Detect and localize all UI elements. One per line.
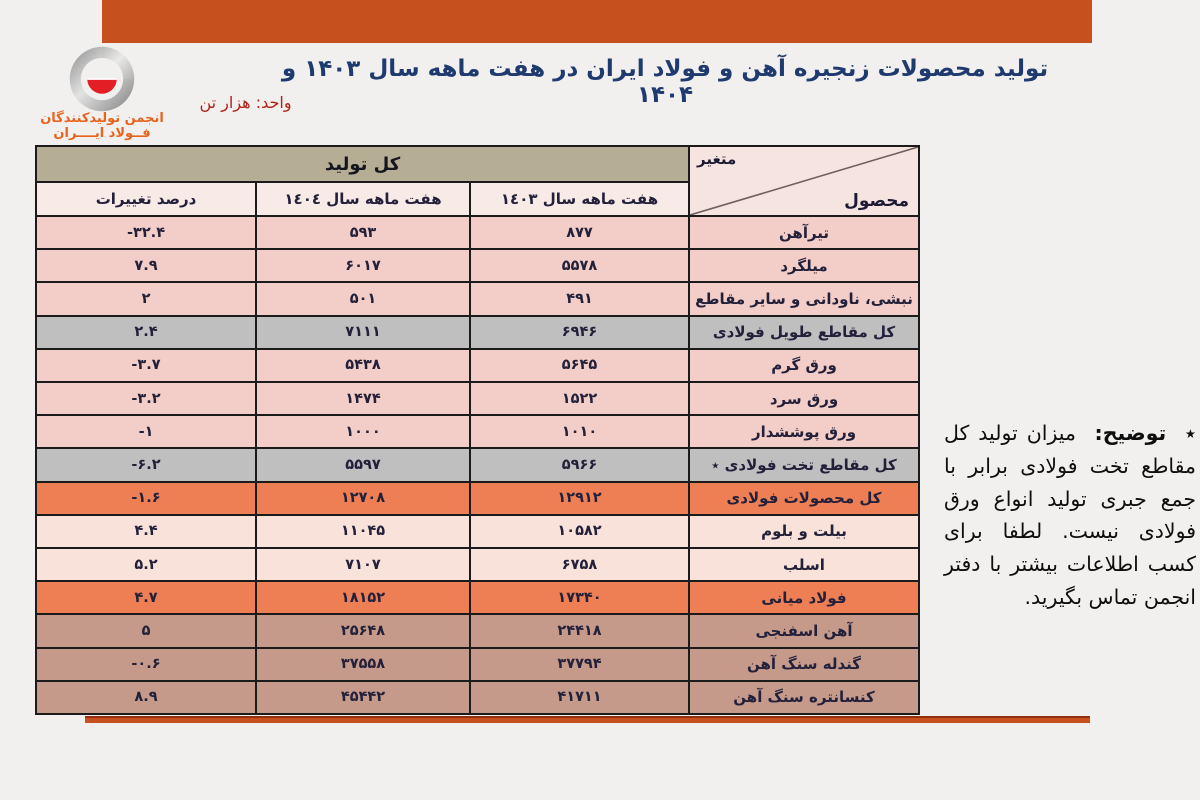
cell-change-row11: ۵.۲ xyxy=(37,549,257,581)
footnote-text: میزان تولید کل مقاطع تخت فولادی برابر با… xyxy=(944,421,1196,609)
cell-change-row5: -۳.۷ xyxy=(37,349,257,382)
cell-y1404-row15: ۴۵۴۴۲ xyxy=(257,681,471,714)
cell-y1403-row5: ۵۶۴۵ xyxy=(471,349,690,382)
table-row: ورق سرد ۱۵۲۲ ۱۴۷۴ -۳.۲ xyxy=(37,381,918,415)
steel-swirl-icon xyxy=(69,46,135,112)
cell-y1403-row4: ۶۹۴۶ xyxy=(471,316,690,348)
page-title: تولید محصولات زنجیره آهن و فولاد ایران د… xyxy=(281,56,1049,108)
cell-y1404-row8: ۵۵۹۷ xyxy=(257,449,471,481)
cell-y1403-row7: ۱۰۱۰ xyxy=(471,416,690,448)
cell-change-row15: ۸.۹ xyxy=(37,681,257,714)
table-body: تیرآهن ۸۷۷ ۵۹۳ -۳۲.۴ میلگرد ۵۵۷۸ ۶۰۱۷ ۷.۹ نبشی، … xyxy=(37,215,918,714)
cell-y1404-row1: ۵۹۳ xyxy=(257,217,471,249)
cell-product-row13: آهن اسفنجی xyxy=(690,615,918,647)
diagonal-divider xyxy=(690,147,918,215)
footnote: ٭ توضیح: میزان تولید کل مقاطع تخت فولادی… xyxy=(944,417,1196,614)
table-row: بیلت و بلوم ۱۰۵۸۲ ۱۱۰۴۵ ۴.۴ xyxy=(37,513,918,548)
cell-change-row6: -۳.۲ xyxy=(37,383,257,415)
corner-label-variable: متغیر xyxy=(697,150,737,168)
cell-change-row3: ۲ xyxy=(37,283,257,315)
unit-label: واحد: هزار تن xyxy=(199,93,292,112)
cell-y1403-row15: ۴۱۷۱۱ xyxy=(471,681,690,714)
table-row: ورق پوششدار ۱۰۱۰ ۱۰۰۰ -۱ xyxy=(37,414,918,448)
table-row: نبشی، ناودانی و سایر مقاطع ۴۹۱ ۵۰۱ ۲ xyxy=(37,281,918,315)
footnote-label: توضیح: xyxy=(1094,421,1167,445)
cell-y1403-row10: ۱۰۵۸۲ xyxy=(471,515,690,548)
cell-y1404-row10: ۱۱۰۴۵ xyxy=(257,515,471,548)
logo-text-line2: فــولاد ایــــران xyxy=(53,125,151,141)
cell-product-row1: تیرآهن xyxy=(690,217,918,249)
table-row: کل محصولات فولادی ۱۲۹۱۲ ۱۲۷۰۸ -۱.۶ xyxy=(37,480,918,514)
table-row: فولاد میانی ۱۷۳۴۰ ۱۸۱۵۲ ۴.۷ xyxy=(37,580,918,614)
top-accent-bar xyxy=(102,0,1092,43)
cell-y1404-row14: ۳۷۵۵۸ xyxy=(257,648,471,680)
cell-product-row8: کل مقاطع تخت فولادی ٭ xyxy=(690,449,918,481)
cell-y1403-row12: ۱۷۳۴۰ xyxy=(471,582,690,614)
cell-y1403-row2: ۵۵۷۸ xyxy=(471,250,690,282)
cell-product-row15: کنسانتره سنگ آهن xyxy=(690,681,918,714)
cell-y1404-row6: ۱۴۷۴ xyxy=(257,383,471,415)
cell-product-row3: نبشی، ناودانی و سایر مقاطع xyxy=(690,283,918,315)
cell-change-row10: ۴.۴ xyxy=(37,515,257,548)
table-row: تیرآهن ۸۷۷ ۵۹۳ -۳۲.۴ xyxy=(37,215,918,249)
cell-change-row1: -۳۲.۴ xyxy=(37,217,257,249)
cell-change-row8: -۶.۲ xyxy=(37,449,257,481)
table-row: کل مقاطع طویل فولادی ۶۹۴۶ ۷۱۱۱ ۲.۴ xyxy=(37,314,918,348)
table-row: کل مقاطع تخت فولادی ٭ ۵۹۶۶ ۵۵۹۷ -۶.۲ xyxy=(37,447,918,481)
steel-association-logo: انجمن تولیدکنندگان فــولاد ایــــران xyxy=(34,44,170,142)
cell-change-row9: -۱.۶ xyxy=(37,482,257,514)
cell-y1403-row3: ۴۹۱ xyxy=(471,283,690,315)
cell-y1404-row12: ۱۸۱۵۲ xyxy=(257,582,471,614)
table-row: گندله سنگ آهن ۳۷۷۹۴ ۳۷۵۵۸ -۰.۶ xyxy=(37,646,918,680)
cell-y1404-row9: ۱۲۷۰۸ xyxy=(257,482,471,514)
table-row: کنسانتره سنگ آهن ۴۱۷۱۱ ۴۵۴۴۲ ۸.۹ xyxy=(37,679,918,714)
cell-product-row11: اسلب xyxy=(690,549,918,581)
table-header: متغیر محصول کل تولید هفت ماهه سال ١٤٠٣ ه… xyxy=(37,147,918,215)
cell-change-row14: -۰.۶ xyxy=(37,648,257,680)
cell-y1404-row11: ۷۱۰۷ xyxy=(257,549,471,581)
table-row: آهن اسفنجی ۲۴۴۱۸ ۲۵۶۴۸ ۵ xyxy=(37,613,918,647)
cell-change-row12: ۴.۷ xyxy=(37,582,257,614)
cell-y1404-row2: ۶۰۱۷ xyxy=(257,250,471,282)
production-table: متغیر محصول کل تولید هفت ماهه سال ١٤٠٣ ه… xyxy=(35,145,920,715)
corner-header-cell: متغیر محصول xyxy=(690,147,918,215)
cell-product-row9: کل محصولات فولادی xyxy=(690,482,918,514)
cell-product-row4: کل مقاطع طویل فولادی xyxy=(690,316,918,348)
cell-y1403-row1: ۸۷۷ xyxy=(471,217,690,249)
cell-change-row2: ۷.۹ xyxy=(37,250,257,282)
table-row: اسلب ۶۷۵۸ ۷۱۰۷ ۵.۲ xyxy=(37,547,918,581)
table-row: ورق گرم ۵۶۴۵ ۵۴۳۸ -۳.۷ xyxy=(37,347,918,382)
cell-product-row5: ورق گرم xyxy=(690,349,918,382)
cell-y1403-row14: ۳۷۷۹۴ xyxy=(471,648,690,680)
cell-change-row7: -۱ xyxy=(37,416,257,448)
cell-change-row13: ۵ xyxy=(37,615,257,647)
column-header-1404: هفت ماهه سال ١٤٠٤ xyxy=(257,181,471,215)
cell-product-row2: میلگرد xyxy=(690,250,918,282)
cell-product-row7: ورق پوششدار xyxy=(690,416,918,448)
column-header-1403: هفت ماهه سال ١٤٠٣ xyxy=(471,181,690,215)
total-production-header: کل تولید xyxy=(37,147,690,181)
footnote-marker: ٭ xyxy=(1184,421,1196,445)
cell-change-row4: ۲.۴ xyxy=(37,316,257,348)
cell-y1403-row11: ۶۷۵۸ xyxy=(471,549,690,581)
cell-y1404-row13: ۲۵۶۴۸ xyxy=(257,615,471,647)
cell-product-row12: فولاد میانی xyxy=(690,582,918,614)
corner-label-product: محصول xyxy=(844,191,909,211)
cell-product-row6: ورق سرد xyxy=(690,383,918,415)
cell-y1403-row13: ۲۴۴۱۸ xyxy=(471,615,690,647)
bottom-accent-line xyxy=(85,716,1090,723)
cell-y1404-row3: ۵۰۱ xyxy=(257,283,471,315)
cell-y1404-row4: ۷۱۱۱ xyxy=(257,316,471,348)
cell-y1404-row7: ۱۰۰۰ xyxy=(257,416,471,448)
cell-y1404-row5: ۵۴۳۸ xyxy=(257,349,471,382)
cell-product-row10: بیلت و بلوم xyxy=(690,515,918,548)
table-row: میلگرد ۵۵۷۸ ۶۰۱۷ ۷.۹ xyxy=(37,248,918,282)
logo-text-line1: انجمن تولیدکنندگان xyxy=(40,111,164,126)
cell-y1403-row8: ۵۹۶۶ xyxy=(471,449,690,481)
cell-product-row14: گندله سنگ آهن xyxy=(690,648,918,680)
column-header-change: درصد تغییرات xyxy=(37,181,257,215)
cell-y1403-row9: ۱۲۹۱۲ xyxy=(471,482,690,514)
cell-y1403-row6: ۱۵۲۲ xyxy=(471,383,690,415)
